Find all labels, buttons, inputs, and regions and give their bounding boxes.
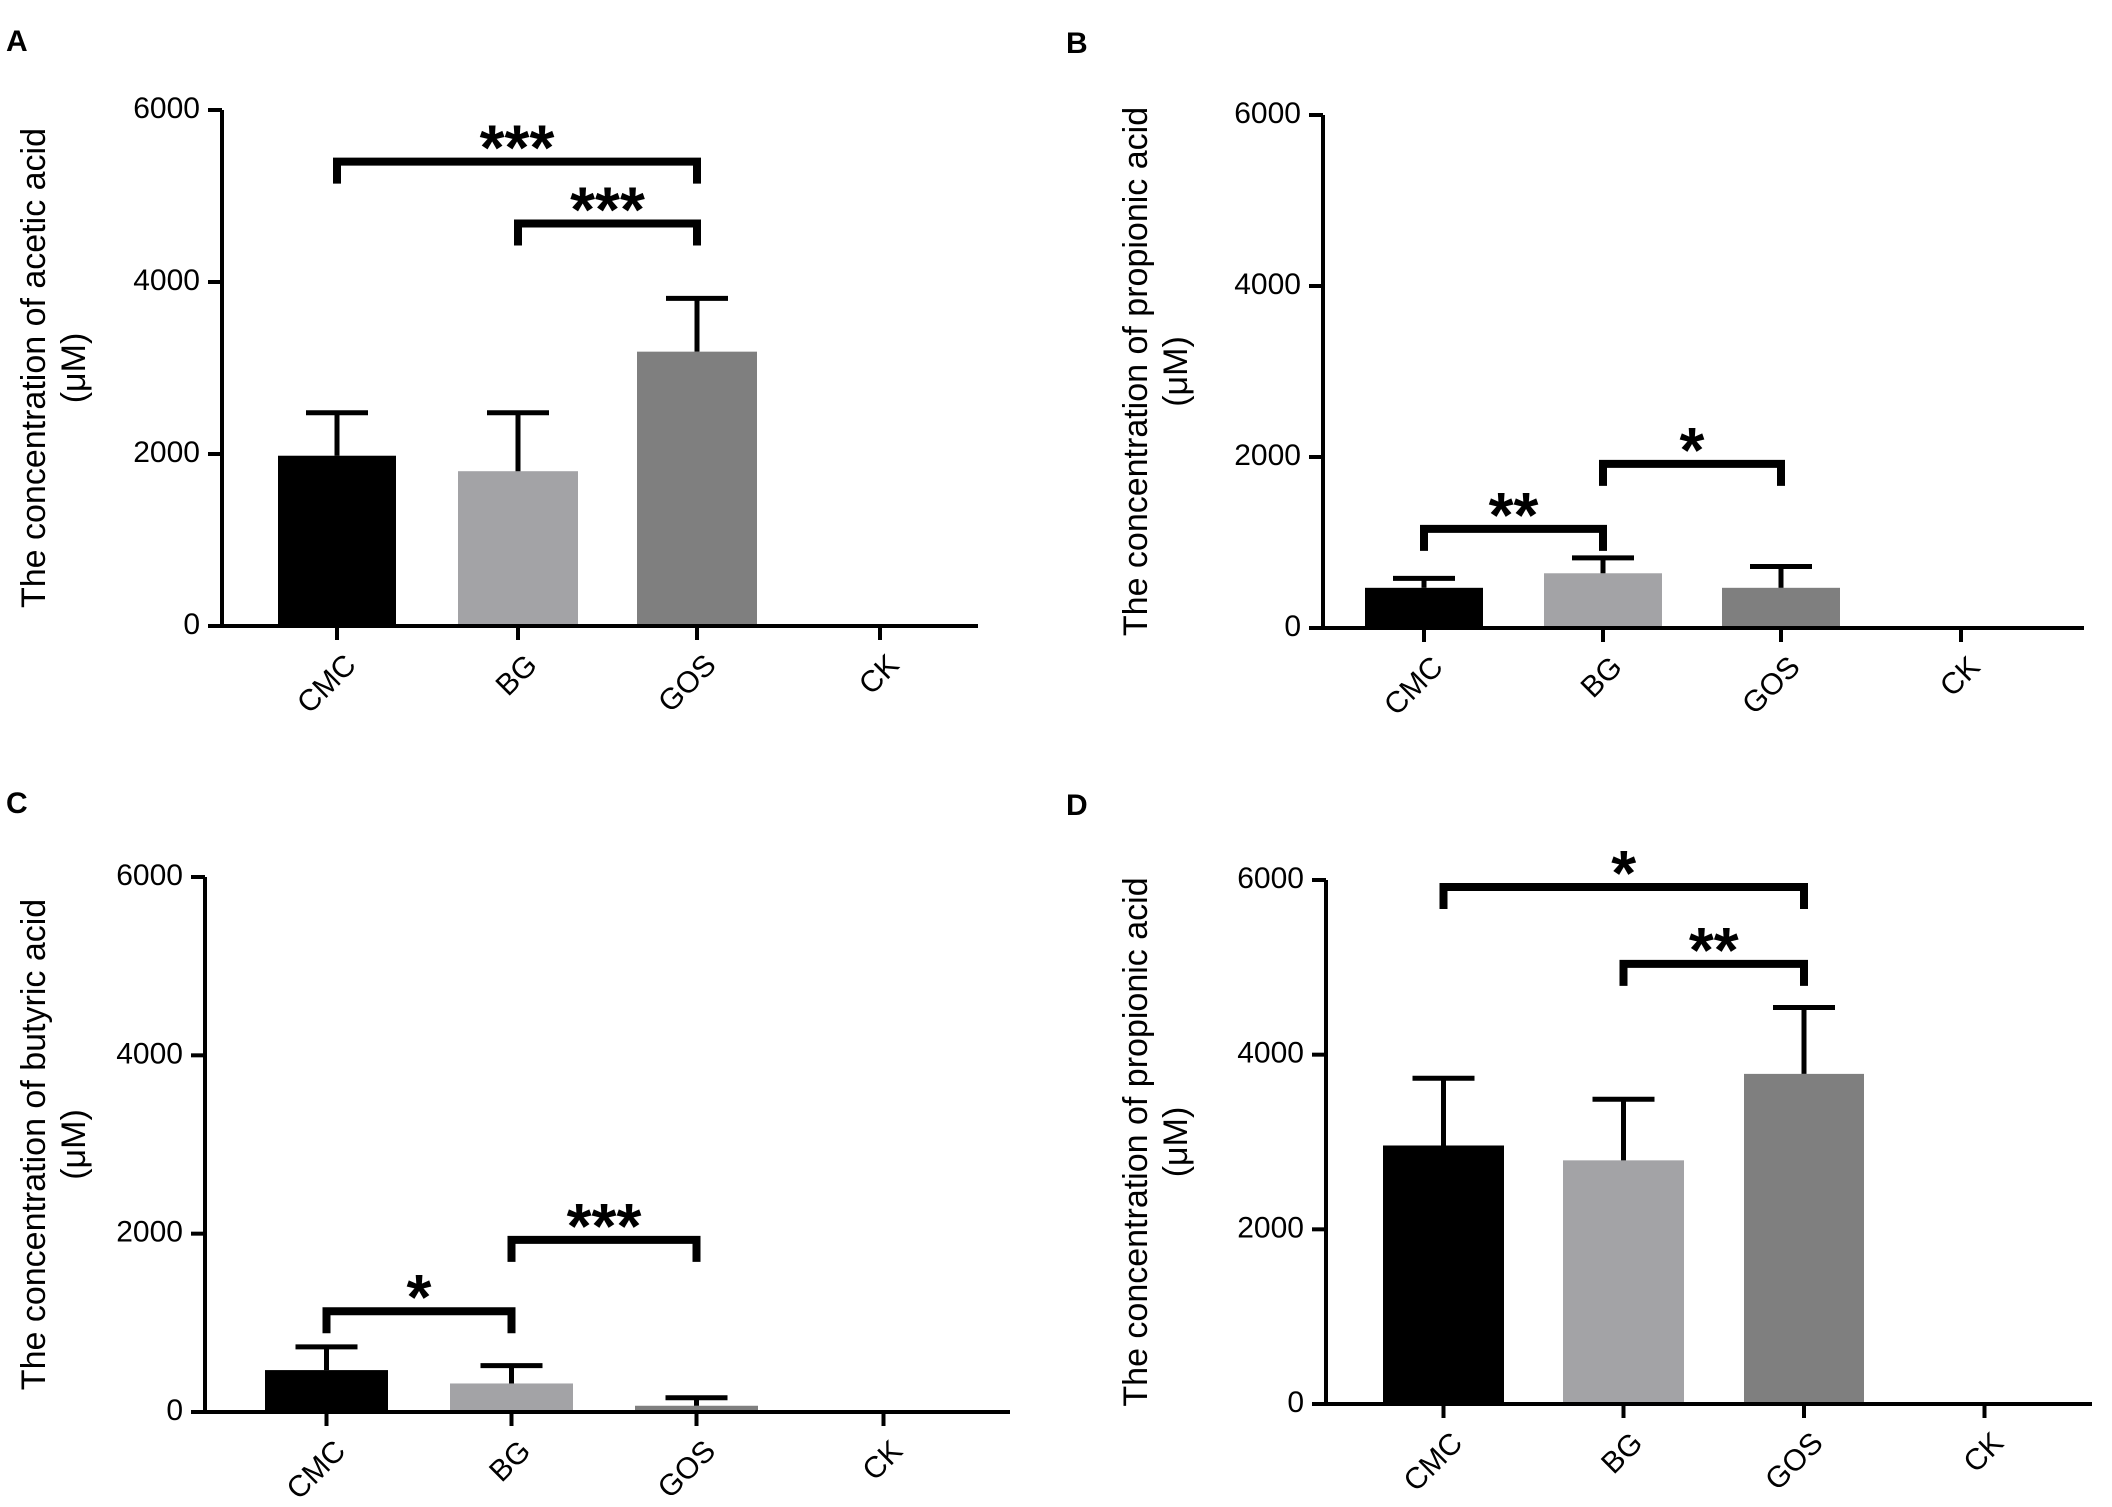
panel-d-significance-label-2: ** [1689, 914, 1739, 986]
panel-d-category-label-gos: GOS [1759, 1426, 1829, 1496]
panel-b-ytick-label-4000: 4000 [1234, 268, 1301, 301]
panel-c-bar-gos [635, 1405, 758, 1412]
panel-d-bar-bg [1563, 1160, 1684, 1404]
panel-b-significance-label-2: * [1680, 414, 1705, 486]
panel-a-bar-cmc [278, 455, 396, 626]
panel-c-bar-bg [450, 1383, 573, 1412]
panel-a-category-label-cmc: CMC [291, 648, 363, 720]
panel-b-category-label-cmc: CMC [1378, 650, 1450, 722]
panel-c-significance-label-1: * [407, 1261, 432, 1333]
panel-c-significance-label-2: *** [567, 1190, 642, 1262]
panel-a-ylabel-unit: (μM) [55, 333, 93, 404]
panel-c: C 0 2000 4000 6000 CMC BG GOS CK The concentratio… [6, 787, 1010, 1506]
panel-a-bar-gos [637, 351, 757, 626]
panel-a-category-label-gos: GOS [652, 648, 722, 718]
panel-c-ytick-label-4000: 4000 [116, 1037, 183, 1070]
panel-b-bar-cmc [1365, 587, 1483, 628]
panel-a-ylabel: The concentration of acetic acid [15, 128, 53, 608]
panel-b-category-label-ck: CK [1934, 650, 1987, 703]
panel-b-ylabel-unit: (μM) [1157, 336, 1195, 407]
panel-c-category-label-gos: GOS [652, 1434, 722, 1502]
panel-b-bar-bg [1544, 573, 1662, 628]
panel-b-category-label-bg: BG [1575, 650, 1629, 704]
panel-c-significance-bracket-1 [322, 1307, 516, 1334]
panel-d-ytick-label-2000: 2000 [1237, 1211, 1304, 1244]
panel-a-category-label-ck: CK [853, 648, 906, 701]
panel-b-bar-gos [1722, 587, 1840, 628]
panel-c-category-label-bg: BG [483, 1434, 537, 1488]
panel-a-ytick-label-2000: 2000 [133, 436, 200, 469]
panel-a-ytick-label-0: 0 [183, 608, 200, 641]
panel-b: B 0 2000 4000 6000 CMC BG GOS CK The concentratio… [1066, 27, 2084, 722]
panel-d-significance-bracket-2 [1619, 959, 1808, 986]
panel-c-category-label-ck: CK [856, 1434, 909, 1487]
panel-a-significance-bracket-2 [514, 219, 701, 246]
panel-b-ytick-label-6000: 6000 [1234, 97, 1301, 130]
panel-c-ytick-label-0: 0 [166, 1394, 183, 1427]
panel-d-significance-bracket-1 [1439, 882, 1808, 909]
panel-a: A 0 2000 4000 6000 CMC BG GOS CK The concentratio… [6, 25, 978, 720]
panel-c-ylabel-unit: (μM) [55, 1109, 93, 1180]
panel-d-ytick-label-4000: 4000 [1237, 1037, 1304, 1070]
panel-d-bar-gos [1744, 1073, 1864, 1404]
panel-a-ytick-label-6000: 6000 [133, 92, 200, 125]
panel-d-ylabel: The concentration of propionic acid [1117, 877, 1155, 1406]
panel-b-ytick-label-2000: 2000 [1234, 439, 1301, 472]
panel-d-ytick-label-0: 0 [1287, 1386, 1304, 1419]
panel-b-significance-bracket-2 [1599, 459, 1785, 486]
panel-b-ylabel: The concentration of propionic acid [1117, 107, 1155, 636]
panel-c-ytick-label-2000: 2000 [116, 1216, 183, 1249]
panel-d-category-label-bg: BG [1595, 1426, 1649, 1480]
panel-c-significance-bracket-2 [507, 1235, 701, 1262]
panel-a-significance-label-1: *** [480, 112, 555, 184]
panel-d-bar-cmc [1383, 1145, 1504, 1404]
panel-d-letter: D [1066, 789, 1088, 822]
panel-c-ytick-label-6000: 6000 [116, 859, 183, 892]
panel-a-significance-label-2: *** [570, 174, 645, 246]
panel-c-bar-cmc [265, 1370, 388, 1412]
panel-d-category-label-ck: CK [1957, 1426, 2010, 1479]
panel-b-category-label-gos: GOS [1736, 650, 1806, 720]
panel-c-letter: C [6, 787, 28, 820]
panel-a-significance-bracket-1 [333, 157, 701, 184]
panel-d-ylabel-unit: (μM) [1157, 1107, 1195, 1178]
panel-a-bar-bg [458, 471, 578, 626]
panel-b-ytick-label-0: 0 [1284, 610, 1301, 643]
panel-b-significance-label-1: ** [1489, 479, 1539, 551]
panel-d: D 0 2000 4000 6000 CMC BG GOS CK The concentratio… [1066, 789, 2092, 1498]
panel-d-category-label-cmc: CMC [1398, 1426, 1470, 1498]
panel-b-significance-bracket-1 [1420, 524, 1607, 551]
panel-d-significance-label-1: * [1611, 837, 1636, 909]
panel-a-ytick-label-4000: 4000 [133, 264, 200, 297]
panel-a-category-label-bg: BG [490, 648, 544, 702]
panel-c-category-label-cmc: CMC [281, 1434, 353, 1502]
panel-a-letter: A [6, 25, 28, 58]
panel-d-ytick-label-6000: 6000 [1237, 862, 1304, 895]
panel-b-letter: B [1066, 27, 1088, 60]
panel-c-ylabel: The concentration of butyric acid [15, 899, 53, 1390]
